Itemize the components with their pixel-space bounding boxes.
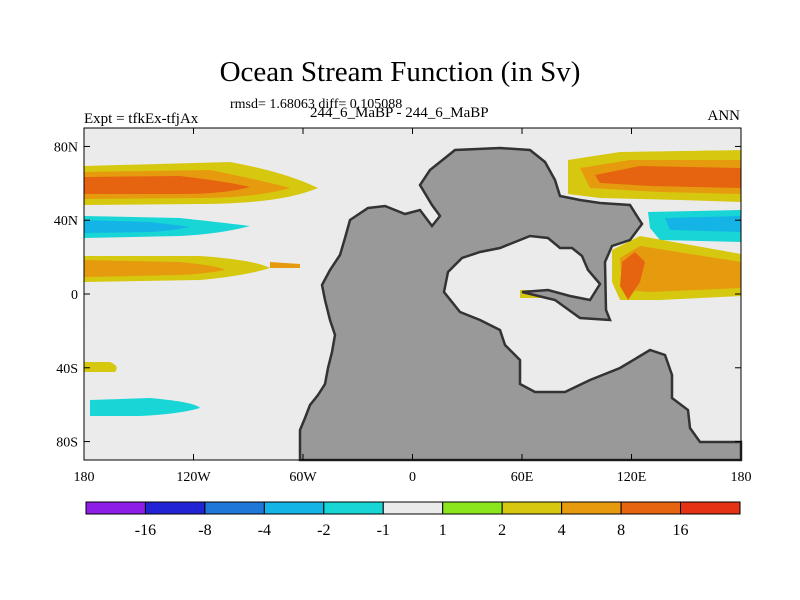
experiment-value: 244_6_MaBP - 244_6_MaBP	[310, 105, 489, 121]
contour-io-cyan-s	[520, 324, 741, 358]
y-tick-label-3: 40S	[56, 362, 78, 377]
colorbar-label-1: -8	[198, 522, 211, 539]
x-tick-label-2: 60W	[289, 470, 317, 485]
colorbar-label-4: -1	[377, 522, 390, 539]
x-tick-label-0: 180	[74, 470, 95, 485]
colorbar-label-2: -4	[258, 522, 271, 539]
y-tick-label-4: 80S	[56, 436, 78, 451]
colorbar-label-7: 4	[558, 522, 566, 539]
contour-np-cyan	[84, 138, 440, 154]
contour-io-orange-top	[595, 166, 741, 188]
colorbar-label-9: 16	[673, 522, 689, 539]
contour-tn-yellow	[84, 260, 225, 277]
colorbar-swatch-4	[323, 501, 384, 515]
contour-ts-cyan-2	[270, 322, 320, 330]
colorbar-swatch-3	[263, 501, 325, 515]
longitude-axis: 180 120W 60W 0 60E 120E 180	[74, 128, 752, 485]
contour-io-cyan-s3	[690, 400, 741, 426]
contour-io-cyan-top	[555, 140, 741, 152]
statistics-text: rmsd= 1.68063 diff= 0.105088	[230, 97, 403, 112]
colorbar-swatch-8	[561, 501, 622, 515]
y-tick-label-1: 40N	[54, 214, 78, 229]
colorbar-label-5: 1	[439, 522, 447, 539]
colorbar-swatch-2	[204, 501, 265, 515]
season-label: ANN	[707, 108, 741, 124]
contour-io-blue-mid	[665, 216, 741, 232]
x-tick-label-1: 120W	[176, 470, 211, 485]
contour-fields	[84, 138, 741, 426]
contour-ts-green	[84, 362, 117, 372]
colorbar-label-6: 2	[498, 522, 506, 539]
experiment-label: Expt = tfkEx-tfjAx	[84, 111, 199, 127]
contour-ts-cyan	[84, 320, 186, 342]
colorbar-label-3: -2	[317, 522, 330, 539]
x-tick-label-3: 0	[409, 470, 416, 485]
x-tick-label-5: 120E	[617, 470, 647, 485]
y-tick-label-2: 0	[71, 288, 78, 303]
colorbar-label-8: 8	[617, 522, 625, 539]
land-masses	[298, 146, 743, 462]
contour-io-yellow-eq	[620, 246, 741, 292]
contour-io-orange-eq	[620, 252, 645, 300]
colorbar-swatch-10	[680, 501, 741, 515]
x-tick-label-6: 180	[731, 470, 752, 485]
colorbar-label-0: -16	[135, 522, 156, 539]
contour-nh-blue	[84, 220, 190, 233]
contour-np-orange	[84, 176, 250, 194]
contour-tn-yellow-2	[270, 262, 300, 268]
colorbar-swatch-7	[501, 501, 563, 515]
colorbar-swatch-5	[382, 501, 444, 515]
land-pangea-main	[298, 146, 743, 462]
chart-title: Ocean Stream Function (in Sv)	[219, 56, 581, 88]
contour-so-lightblue	[90, 398, 200, 416]
colorbar: -16 -8 -4 -2 -1 1 2 4 8 16	[85, 501, 741, 539]
map-area: 180 120W 60W 0 60E 120E 180 80N 40N 0 40S 80S	[54, 127, 752, 485]
colorbar-swatch-6	[442, 501, 503, 515]
x-tick-label-4: 60E	[511, 470, 534, 485]
contour-io-cyan-s2	[655, 356, 735, 398]
colorbar-swatch-1	[144, 501, 206, 515]
latitude-axis: 80N 40N 0 40S 80S	[54, 140, 741, 451]
colorbar-swatch-9	[620, 501, 682, 515]
y-tick-label-0: 80N	[54, 140, 78, 155]
colorbar-swatch-0	[85, 501, 146, 515]
